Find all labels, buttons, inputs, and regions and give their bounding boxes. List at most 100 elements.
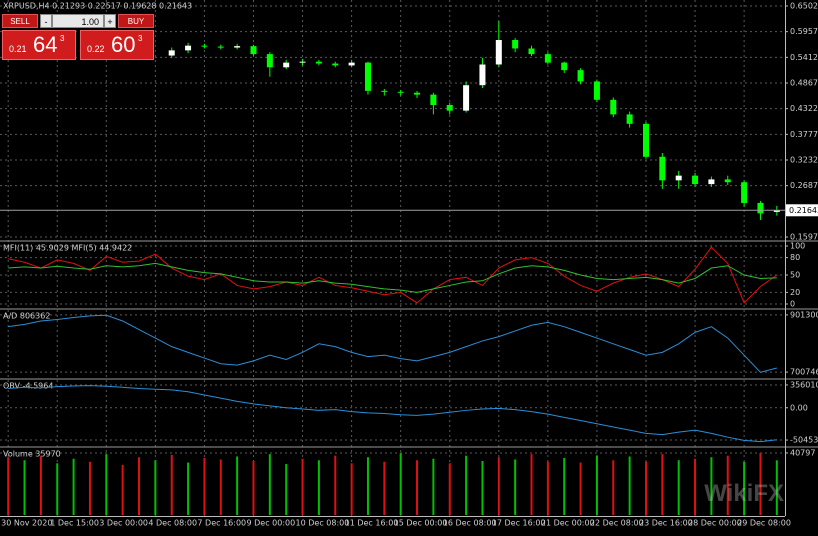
volume-bar (154, 460, 157, 515)
candle-body (315, 61, 322, 64)
pane-title: Volume 35970 (3, 450, 61, 459)
lot-input[interactable]: 1.00 (52, 14, 104, 28)
current-price-box (786, 204, 818, 217)
volume-bar (350, 463, 353, 515)
candle-body (332, 63, 339, 66)
buy-button[interactable]: BUY (118, 14, 154, 28)
y-tick-label: 901300 (790, 310, 818, 319)
volume-bar (612, 460, 615, 515)
x-tick-label: 22 Dec 08:00 (590, 519, 644, 528)
indicator-line (8, 246, 778, 304)
volume-bar (301, 458, 304, 515)
volume-bar (268, 454, 271, 515)
candle-body (495, 40, 502, 65)
lot-decrease[interactable]: - (40, 14, 52, 28)
volume-bar (497, 457, 500, 515)
y-tick-label: 50 (790, 271, 800, 280)
buy-price[interactable]: 0.22 60 3 (80, 30, 154, 60)
x-tick-label: 17 Dec 16:00 (492, 519, 546, 528)
candle-body (544, 54, 551, 63)
candle-body (234, 46, 241, 48)
volume-bar (187, 462, 190, 515)
volume-bar (448, 463, 451, 515)
volume-bar (759, 452, 762, 515)
candle-body (773, 210, 780, 212)
candle-body (414, 92, 421, 95)
y-tick-label: 0.00 (790, 403, 808, 412)
candle-body (512, 40, 519, 49)
price-big: 64 (33, 32, 58, 57)
watermark: WikiFX (704, 480, 784, 507)
volume-bar (481, 461, 484, 515)
candle-body (741, 182, 748, 203)
price-sup: 3 (60, 34, 65, 43)
candle-body (528, 48, 535, 55)
y-tick-label: 20 (790, 288, 800, 297)
volume-bar (677, 460, 680, 515)
sell-price[interactable]: 0.21 64 3 (2, 30, 76, 60)
candle-body (708, 179, 715, 185)
volume-bar (236, 456, 239, 515)
pane-title: XRPUSD,H4 0.21293 0.22517 0.19628 0.2164… (3, 2, 192, 11)
x-tick-label: 11 Dec 16:00 (345, 519, 399, 528)
volume-bar (366, 457, 369, 515)
volume-bar (252, 461, 255, 515)
x-tick-label: 30 Nov 2020 (1, 519, 52, 528)
volume-bar (579, 462, 582, 515)
volume-bar (694, 458, 697, 515)
candle-body (217, 46, 224, 48)
candle-body (168, 50, 175, 56)
volume-bar (514, 459, 517, 515)
y-tick-label: 80 (790, 253, 800, 262)
pane-title: A/D 806362 (3, 312, 50, 321)
volume-bar (72, 458, 75, 515)
x-tick-label: 4 Dec 08:00 (148, 519, 197, 528)
sell-button[interactable]: SELL (2, 14, 38, 28)
candle-body (659, 156, 666, 181)
volume-bar (775, 460, 778, 515)
volume-bar (334, 455, 337, 515)
candle-body (463, 85, 470, 111)
indicator-line (8, 314, 777, 373)
volume-bar (563, 457, 566, 515)
volume-bar (285, 464, 288, 515)
candle-body (642, 123, 649, 157)
volume-bar (56, 463, 59, 515)
lot-increase[interactable]: + (104, 14, 116, 28)
volume-bar (710, 457, 713, 515)
volume-bar (726, 455, 729, 515)
candle-body (610, 99, 617, 115)
x-tick-label: 1 Dec 15:00 (50, 519, 99, 528)
candle-body (593, 81, 600, 100)
volume-bar (465, 455, 468, 515)
volume-bar (203, 457, 206, 515)
volume-bar (219, 459, 222, 515)
price-sup: 3 (138, 34, 143, 43)
x-tick-label: 29 Dec 08:00 (737, 519, 791, 528)
x-tick-label: 23 Dec 16:00 (639, 519, 693, 528)
volume-bar (138, 457, 141, 515)
volume-bar (743, 461, 746, 515)
x-tick-label: 7 Dec 16:00 (197, 519, 246, 528)
candle-body (757, 202, 764, 214)
volume-bar (628, 456, 631, 515)
volume-bar (546, 461, 549, 515)
x-tick-label: 9 Dec 00:00 (246, 519, 295, 528)
candle-body (266, 54, 273, 68)
candle-body (397, 91, 404, 93)
candle-body (381, 90, 388, 92)
volume-bar (530, 454, 533, 515)
x-tick-label: 16 Dec 08:00 (443, 519, 497, 528)
y-tick-label: -504530 (790, 436, 818, 445)
volume-bar (416, 460, 419, 515)
candle-body (299, 61, 306, 63)
candle-body (561, 62, 568, 71)
volume-bar (661, 454, 664, 515)
